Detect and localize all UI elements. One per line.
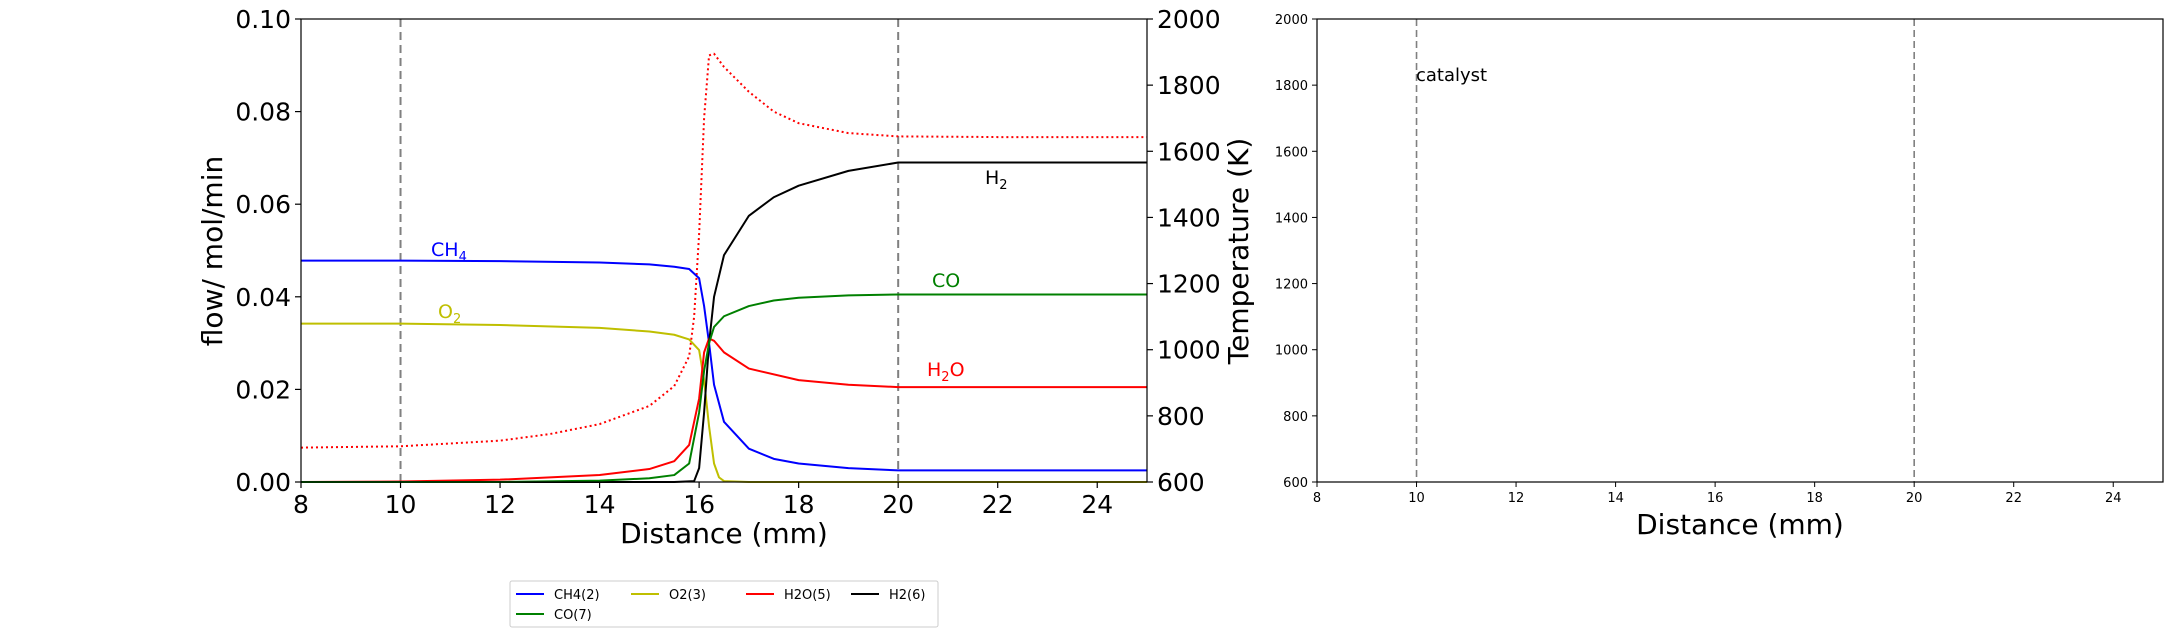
legend: CH4(2) O2(3) H2O(5) H2(6) CO(7): [509, 580, 939, 628]
x-tick-label: 20: [882, 490, 914, 519]
y2-tick-label: 1600: [1157, 137, 1221, 166]
legend-label: CH4(2): [554, 588, 600, 603]
x-tick-label: 12: [1508, 491, 1525, 506]
x-tick-label: 22: [2005, 491, 2022, 506]
y2-axis-ticks: 600 800 1000 1200 1400 1600 1800 2000: [1147, 5, 1221, 497]
curve-labels: CH4 O2 H2O H2 CO: [431, 167, 1008, 385]
plot-frame: [300, 18, 1148, 483]
series-line-h2o5: [300, 337, 1147, 483]
flow-series-group: [300, 161, 1147, 483]
x-tick-label: 20: [1906, 491, 1923, 506]
y2-tick-label: 1200: [1157, 270, 1221, 299]
x-axis-label: Distance (mm): [1636, 508, 1844, 541]
y2-tick-label: 1800: [1157, 71, 1221, 100]
y2-tick-label: 1000: [1157, 336, 1221, 365]
y2-tick-label: 2000: [1157, 5, 1221, 34]
temperature-line: [300, 52, 1147, 449]
legend-label: H2O(5): [784, 588, 831, 603]
y-tick-label: 1600: [1275, 145, 1308, 160]
catalyst-boundary-lines: [1415, 19, 1915, 482]
plot-frame: [1316, 18, 2164, 483]
curve-label: H2O: [927, 359, 965, 385]
x-tick-label: 16: [683, 490, 715, 519]
x-tick-label: 10: [385, 490, 417, 519]
x-tick-label: 24: [2105, 491, 2122, 506]
flow-chart: 8 10 12 14 16 18 20 22 24 0.000.020.040.060.080.…: [196, 5, 1255, 550]
x-axis-ticks: 8 10 12 14 16 18 20 22 24: [1313, 482, 2122, 506]
y2-tick-label: 600: [1157, 468, 1205, 497]
y-axis-label: flow/ mol/min: [196, 156, 229, 346]
legend-label: CO(7): [554, 608, 592, 623]
legend-frame: [509, 580, 939, 628]
curve-label: CO: [932, 270, 960, 292]
legend-label: H2(6): [889, 588, 925, 603]
y-tick-label: 1000: [1275, 344, 1308, 359]
y-tick-label: 0.10: [235, 5, 291, 34]
y-tick-label: 600: [1283, 476, 1308, 491]
temperature-series: [300, 52, 1147, 449]
x-axis-ticks: 8 10 12 14 16 18 20 22 24: [293, 482, 1113, 519]
x-tick-label: 16: [1707, 491, 1724, 506]
curve-label: CH4: [431, 239, 467, 265]
y2-tick-label: 800: [1157, 402, 1205, 431]
y-tick-label: 1200: [1275, 278, 1308, 293]
x-tick-label: 12: [484, 490, 516, 519]
curve-label: H2: [985, 167, 1008, 193]
y2-tick-label: 1400: [1157, 203, 1221, 232]
curve-label: O2: [438, 301, 461, 327]
y-tick-label: 1400: [1275, 211, 1308, 226]
x-tick-label: 10: [1408, 491, 1425, 506]
y-tick-label: 0.06: [235, 190, 291, 219]
y-tick-label: 0.04: [235, 283, 291, 312]
y-tick-label: 1800: [1275, 79, 1308, 94]
y-tick-label: 0.08: [235, 98, 291, 127]
catalyst-annotation: catalyst: [1416, 65, 1487, 86]
series-line-co7: [301, 293, 1147, 483]
y-tick-label: 0.00: [235, 468, 291, 497]
temperature-chart: 8 10 12 14 16 18 20 22 24 600 800 1000 1200 1400 1600…: [1275, 13, 2164, 541]
legend-label: O2(3): [669, 588, 706, 603]
y-axis-ticks: 0.00 0.02 0.04 0.06 0.08 0.10: [235, 5, 301, 497]
x-tick-label: 8: [1313, 491, 1321, 506]
y-tick-label: 2000: [1275, 13, 1308, 28]
y-tick-label: 0.02: [235, 375, 291, 404]
y-axis-ticks: 600 800 1000 1200 1400 1600 1800 2000: [1275, 13, 1317, 491]
x-axis-label: Distance (mm): [620, 517, 828, 550]
x-tick-label: 14: [1607, 491, 1624, 506]
series-line-h26: [301, 161, 1147, 483]
x-tick-label: 18: [1806, 491, 1823, 506]
x-tick-label: 8: [293, 490, 309, 519]
series-line-o23: [301, 322, 1147, 483]
x-tick-label: 22: [982, 490, 1014, 519]
x-tick-label: 14: [584, 490, 616, 519]
y-tick-label: 800: [1283, 410, 1308, 425]
x-tick-label: 24: [1081, 490, 1113, 519]
y2-axis-label: Temperature (K): [1222, 138, 1255, 365]
x-tick-label: 18: [783, 490, 815, 519]
